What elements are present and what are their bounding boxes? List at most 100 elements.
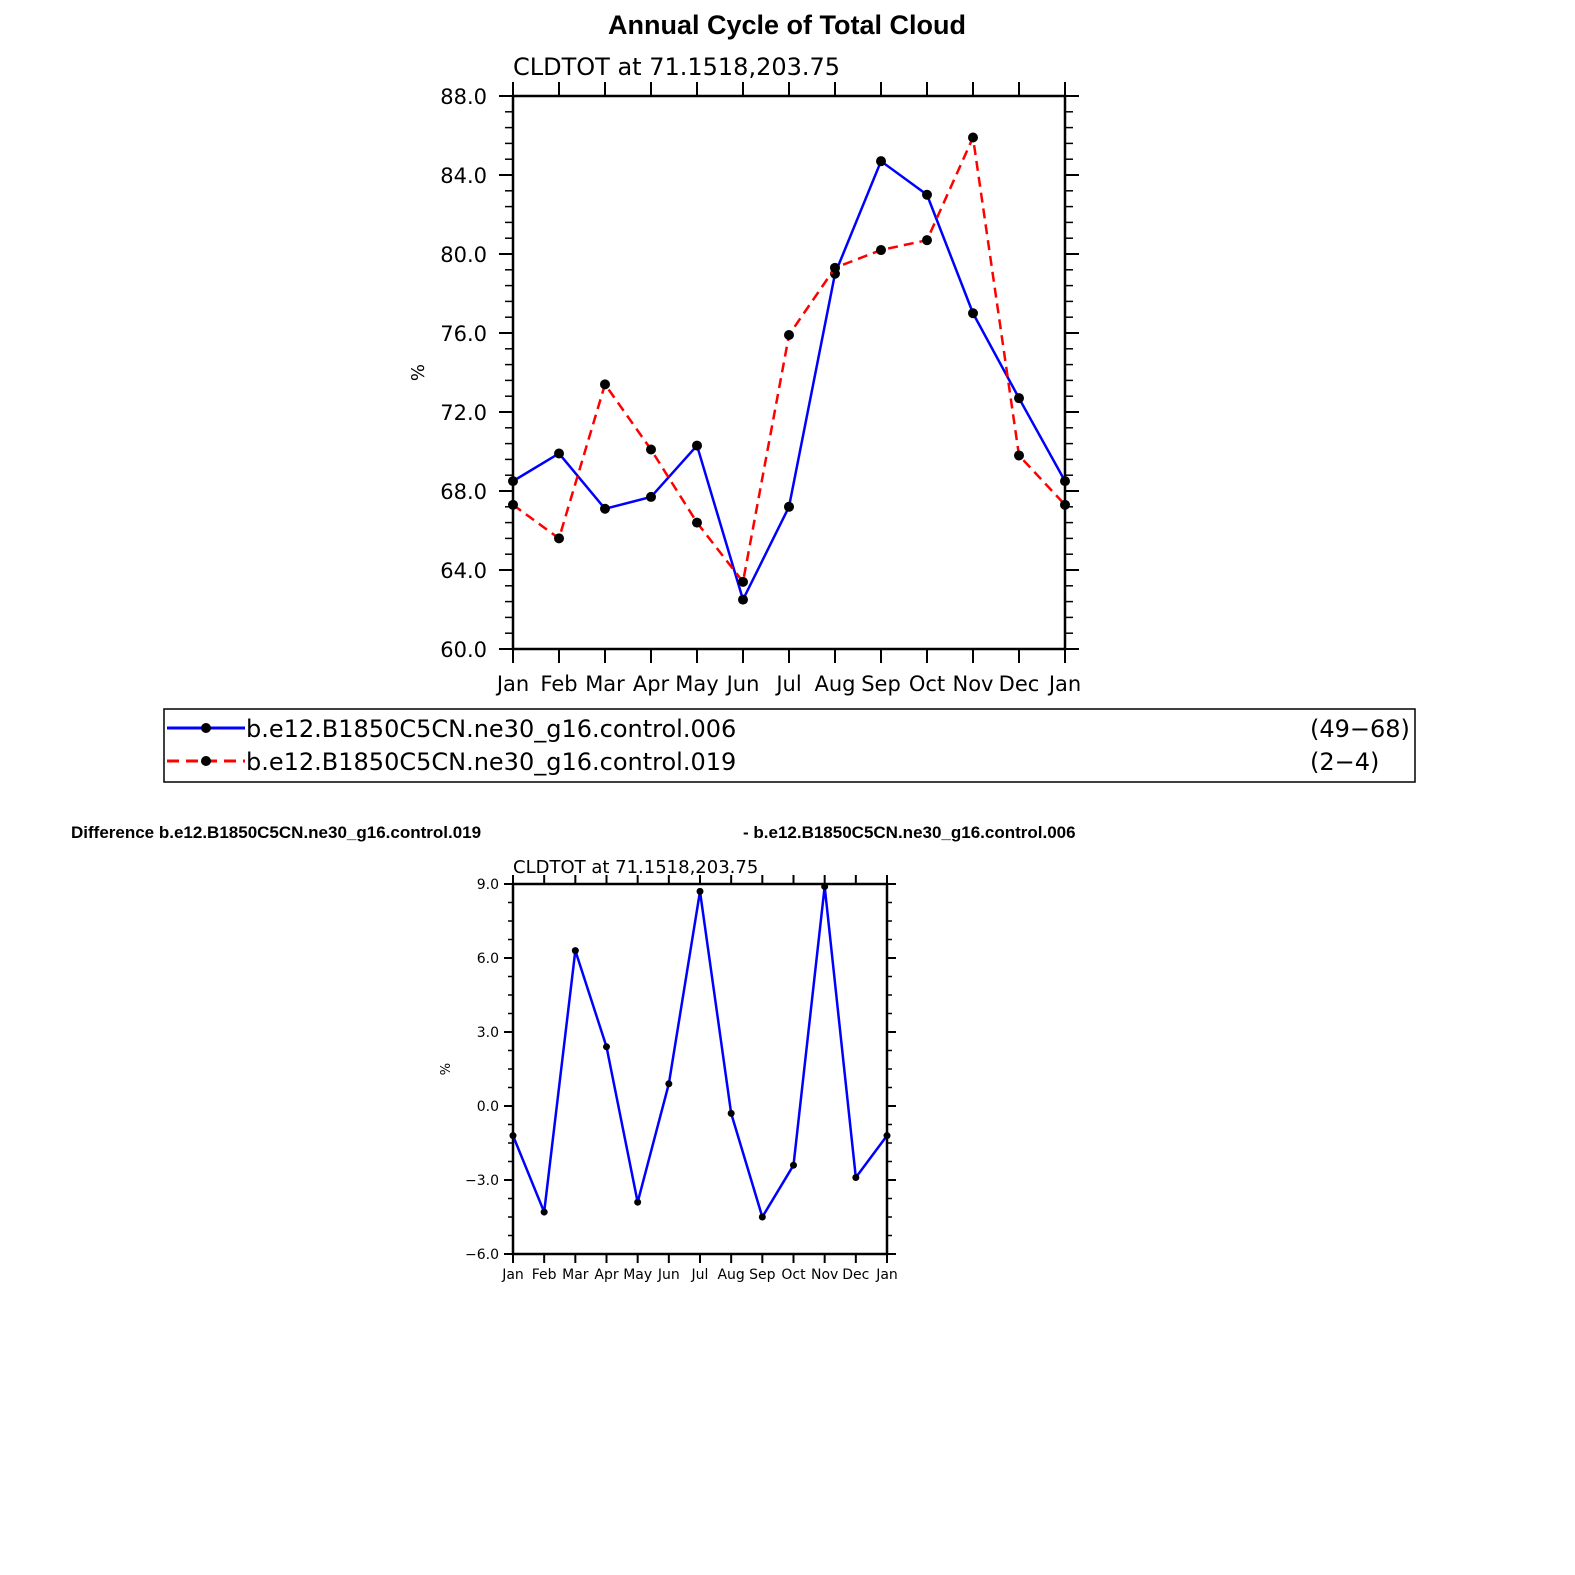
data-point: [876, 245, 886, 256]
data-point: [922, 235, 932, 246]
plot-subtitle: CLDTOT at 71.1518,203.75: [513, 857, 758, 878]
y-tick-label: 60.0: [440, 638, 487, 662]
x-tick-label: Jun: [657, 1267, 680, 1283]
y-tick-label: 84.0: [440, 164, 487, 188]
data-point: [790, 1161, 797, 1169]
y-tick-label: 72.0: [440, 401, 487, 425]
legend-years-019: (2−4): [1310, 748, 1379, 776]
x-tick-label: Feb: [532, 1267, 557, 1283]
x-tick-label: Nov: [953, 672, 994, 696]
legend-marker-006: [201, 723, 211, 733]
data-point: [784, 501, 794, 512]
data-point: [646, 491, 656, 502]
data-point: [738, 576, 748, 587]
data-point: [758, 1213, 766, 1221]
y-tick-label: 6.0: [477, 951, 499, 967]
data-point: [600, 503, 610, 514]
difference-plot: CLDTOT at 71.1518,203.75 Jan Feb Mar Apr May J…: [439, 857, 898, 1283]
legend-frame: [163, 708, 1416, 783]
data-point: [1014, 393, 1024, 404]
data-point: [554, 533, 564, 544]
y-tick-label: 88.0: [440, 85, 487, 109]
data-point: [692, 440, 702, 451]
y-tick-label: 0.0: [477, 1099, 499, 1115]
data-point: [727, 1109, 735, 1117]
y-tick-label: 9.0: [477, 877, 499, 893]
x-tick-label: Jan: [875, 1267, 898, 1283]
x-tick-label: Dec: [842, 1267, 869, 1283]
y-tick-label: 68.0: [440, 480, 487, 504]
legend-marker-019: [201, 756, 211, 766]
x-tick-label: Oct: [781, 1267, 806, 1283]
data-point: [508, 476, 518, 487]
x-tick-label: Dec: [999, 672, 1040, 696]
data-point: [508, 499, 518, 510]
x-tick-label: Jan: [495, 672, 529, 696]
legend-box: b.e12.B1850C5CN.ne30_g16.control.006 (49…: [163, 708, 1416, 783]
y-axis-label: %: [408, 364, 429, 381]
data-point: [876, 156, 886, 167]
annual-cycle-plot: CLDTOT at 71.1518,203.75 Jan Feb Mar Apr May J…: [408, 53, 1081, 696]
x-tick-label: Mar: [562, 1267, 589, 1283]
plot-frame: [511, 94, 1067, 651]
x-tick-label: Mar: [585, 672, 625, 696]
y-tick-label: −3.0: [465, 1173, 499, 1189]
difference-title-left: Difference b.e12.B1850C5CN.ne30_g16.cont…: [71, 823, 481, 842]
series-line-0: [512, 159, 1067, 601]
series-line-0: [511, 885, 889, 1219]
x-tick-label: Nov: [811, 1267, 838, 1283]
data-point: [784, 329, 794, 340]
plot-subtitle: CLDTOT at 71.1518,203.75: [513, 53, 840, 81]
x-tick-label: Aug: [814, 672, 855, 696]
y-axis-label: %: [439, 1063, 454, 1075]
data-point: [600, 379, 610, 390]
x-tick-label: Oct: [909, 672, 945, 696]
x-tick-label: May: [623, 1267, 652, 1283]
legend-label-019: b.e12.B1850C5CN.ne30_g16.control.019: [246, 748, 736, 776]
y-tick-label: 80.0: [440, 243, 487, 267]
data-point: [830, 262, 840, 273]
y-tick-label: 3.0: [477, 1025, 499, 1041]
x-tick-label: Apr: [633, 672, 670, 696]
x-tick-label: Sep: [861, 672, 901, 696]
data-point: [1060, 476, 1070, 487]
y-tick-label: −6.0: [465, 1247, 499, 1263]
x-tick-label: Aug: [717, 1267, 744, 1283]
data-point: [696, 887, 704, 895]
main-title: Annual Cycle of Total Cloud: [608, 10, 966, 40]
x-tick-label: Jul: [774, 672, 801, 696]
data-point: [1014, 450, 1024, 461]
data-point: [509, 1132, 517, 1140]
legend-label-006: b.e12.B1850C5CN.ne30_g16.control.006: [246, 715, 736, 743]
x-tick-label: Jan: [501, 1267, 524, 1283]
x-tick-label: Feb: [540, 672, 577, 696]
data-point: [883, 1132, 891, 1140]
data-point: [571, 947, 579, 955]
data-point: [665, 1080, 673, 1088]
series-line-1: [512, 136, 1066, 584]
x-tick-label: Apr: [594, 1267, 618, 1283]
legend-years-006: (49−68): [1310, 715, 1410, 743]
data-point: [554, 448, 564, 459]
x-tick-label: Jan: [1047, 672, 1081, 696]
y-tick-label: 64.0: [440, 559, 487, 583]
x-tick-label: Sep: [749, 1267, 776, 1283]
data-point: [852, 1174, 860, 1182]
data-point: [968, 308, 978, 319]
x-tick-label: Jun: [725, 672, 760, 696]
data-point: [603, 1043, 610, 1051]
data-point: [646, 444, 656, 455]
data-point: [1060, 499, 1070, 510]
x-tick-label: May: [675, 672, 718, 696]
data-point: [634, 1198, 642, 1206]
data-point: [922, 189, 932, 200]
data-point: [540, 1208, 548, 1216]
data-point: [738, 594, 748, 605]
difference-title-right: - b.e12.B1850C5CN.ne30_g16.control.006: [743, 823, 1076, 842]
data-point: [968, 132, 978, 143]
x-tick-label: Jul: [691, 1267, 709, 1283]
data-point: [821, 882, 829, 890]
data-point: [692, 517, 702, 528]
y-tick-label: 76.0: [440, 322, 487, 346]
